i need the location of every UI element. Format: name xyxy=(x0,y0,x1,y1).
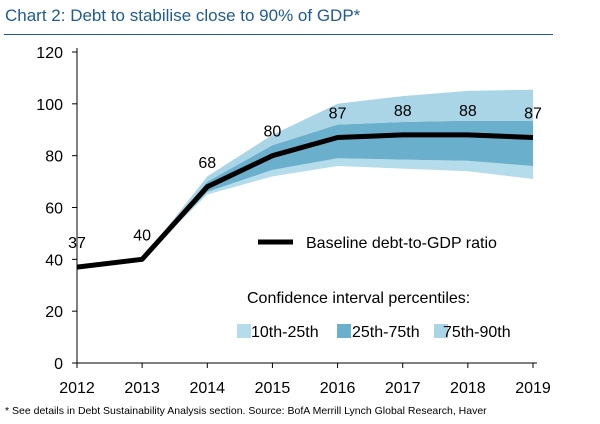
data-label: 68 xyxy=(198,155,216,172)
y-tick-label: 0 xyxy=(54,356,63,373)
legend-swatch-band-75th-90th xyxy=(434,324,448,338)
y-tick-label: 60 xyxy=(45,201,63,218)
y-tick-label: 80 xyxy=(45,149,63,166)
baseline-line xyxy=(76,132,534,270)
data-label: 88 xyxy=(394,103,412,120)
legend-label-band-25th-75th: 25th-75th xyxy=(352,324,420,341)
legend-title: Confidence interval percentiles: xyxy=(247,290,470,307)
baseline-series xyxy=(76,132,534,270)
legend-label-band-10th-25th: 10th-25th xyxy=(251,324,319,341)
x-tick-label: 2019 xyxy=(515,380,551,397)
x-tick-label: 2013 xyxy=(124,380,160,397)
confidence-bands xyxy=(77,89,533,268)
axes: 0 20 40 60 80 100 120 2012 2013 2014 2015 2016 2017 2… xyxy=(36,45,551,397)
x-tick-label: 2012 xyxy=(59,380,95,397)
chart-title: Chart 2: Debt to stabilise close to 90% … xyxy=(5,6,361,25)
data-label: 80 xyxy=(264,124,282,141)
x-tick-label: 2018 xyxy=(450,380,486,397)
legend: Baseline debt-to-GDP ratio Confidence int… xyxy=(237,235,511,341)
band-10th-25th xyxy=(77,158,533,268)
x-tick-label: 2015 xyxy=(255,380,291,397)
data-labels: 37 40 68 80 87 88 88 87 xyxy=(68,103,542,252)
title-rule xyxy=(4,34,553,35)
y-tick-label: 20 xyxy=(45,304,63,321)
data-label: 87 xyxy=(329,106,347,123)
legend-baseline-label: Baseline debt-to-GDP ratio xyxy=(306,235,497,252)
data-label: 88 xyxy=(459,103,477,120)
legend-label-band-75th-90th: 75th-90th xyxy=(443,324,511,341)
band-75th-90th xyxy=(77,89,533,268)
legend-swatch-band-25th-75th xyxy=(337,324,351,338)
y-tick-label: 40 xyxy=(45,252,63,269)
y-tick-label: 100 xyxy=(36,97,63,114)
band-25th-75th xyxy=(77,120,533,268)
legend-swatch-band-10th-25th xyxy=(237,324,251,338)
y-tick-label: 120 xyxy=(36,45,63,62)
x-tick-label: 2014 xyxy=(189,380,225,397)
data-label: 37 xyxy=(68,235,86,252)
x-tick-label: 2016 xyxy=(320,380,356,397)
x-tick-label: 2017 xyxy=(385,380,421,397)
data-label: 87 xyxy=(524,106,542,123)
data-label: 40 xyxy=(133,227,151,244)
chart-footnote: * See details in Debt Sustainability Ana… xyxy=(5,405,487,417)
